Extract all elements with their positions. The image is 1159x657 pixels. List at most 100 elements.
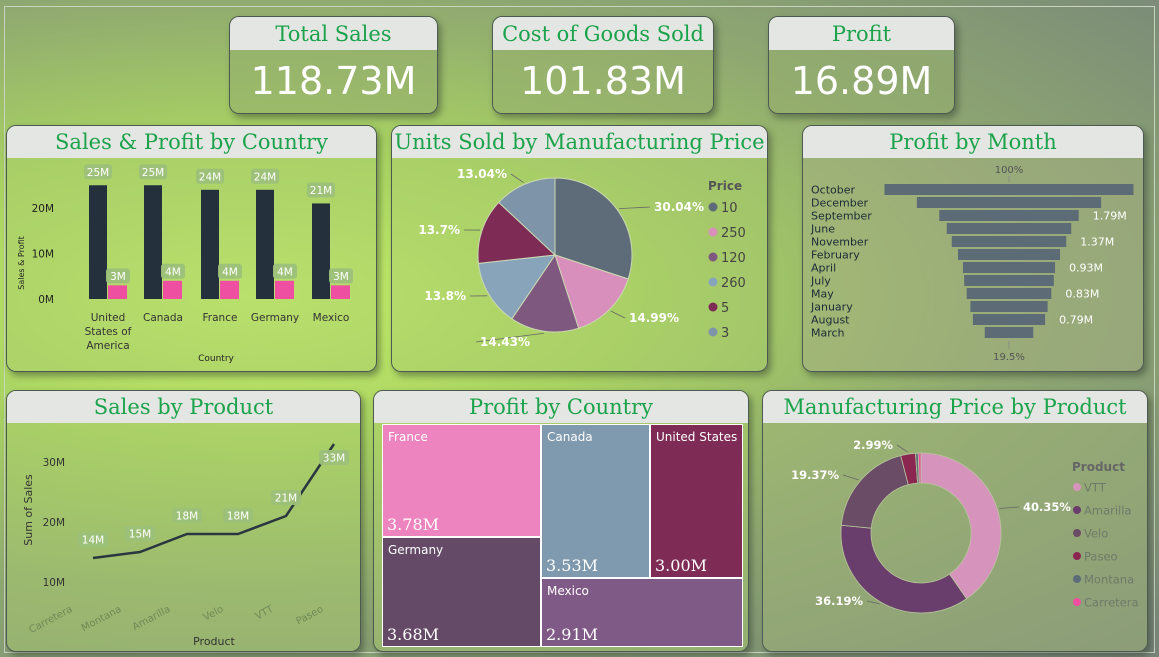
profit-by-country-card[interactable]: Profit by Country France 3.78M Germany 3.68…: [373, 390, 749, 652]
funnel-bar: [916, 197, 1102, 208]
y-tick-label: 0M: [38, 294, 54, 306]
profit-bar-label-bg: [273, 263, 297, 279]
legend-item-vtt: VTT: [1084, 481, 1107, 495]
data-label: 18M: [227, 511, 249, 523]
profit-bar: [331, 285, 350, 299]
units-by-price-chart: 30.04% 14.99% 14.43% 13.8% 13.7% 13.04% Price 1…: [418, 167, 746, 349]
donut-slice-label: 36.19%: [815, 594, 863, 608]
treemap-cell-canada[interactable]: Canada 3.53M: [541, 424, 650, 578]
funnel-value-label: 1.79M: [1093, 210, 1127, 223]
sales-bar: [201, 189, 219, 299]
legend-marker: [708, 277, 718, 287]
x-tick-label: Mexico: [313, 312, 350, 324]
legend-marker: [1073, 529, 1081, 537]
profit-bar-label: 3M: [333, 271, 349, 283]
kpi-total-sales[interactable]: Total Sales 118.73M: [229, 16, 438, 114]
pie-slice-label: 30.04%: [654, 200, 704, 214]
units-by-price-card[interactable]: Units Sold by Manufacturing Price 30.04%…: [391, 125, 768, 372]
sales-bar-label-bg: [139, 164, 167, 180]
legend-marker: [1073, 575, 1081, 583]
kpi-cogs[interactable]: Cost of Goods Sold 101.83M: [492, 16, 714, 114]
legend-marker: [708, 327, 718, 337]
funnel-bar: [970, 301, 1048, 312]
kpi-profit[interactable]: Profit 16.89M: [768, 16, 955, 114]
profit-bar-label: 4M: [222, 266, 238, 278]
donut-slice-label: 40.35%: [1023, 500, 1071, 514]
funnel-category-label: January: [810, 301, 853, 314]
y-tick-label: 20M: [43, 517, 65, 529]
funnel-category-label: March: [811, 327, 845, 340]
funnel-category-label: October: [811, 184, 855, 197]
x-tick-label: Paseo: [294, 604, 325, 627]
sales-by-product-card[interactable]: Sales by Product 10M 20M 30M Sum of Sales Pr…: [6, 390, 361, 652]
x-tick-label: France: [203, 312, 238, 324]
sales-bar-label: 25M: [142, 167, 164, 179]
treemap-cell-name: Canada: [547, 430, 593, 444]
sales-profit-country-card[interactable]: Sales & Profit by Country 0M 10M 20M Sales …: [6, 125, 377, 372]
treemap-cell-value: 3.78M: [387, 515, 440, 534]
treemap-cell-name: Mexico: [547, 584, 589, 598]
pie-leader-line: [475, 332, 544, 343]
profit-bar: [163, 280, 182, 299]
sales-bar-label: 24M: [254, 171, 276, 183]
pie-slice-label: 13.04%: [457, 167, 507, 181]
sales-bar-label-bg: [84, 164, 112, 180]
funnel-value-label: 0.83M: [1065, 288, 1099, 301]
dashboard-frame: [4, 6, 1155, 653]
y-axis-title: Sum of Sales: [22, 474, 35, 546]
legend-item-10: 10: [721, 201, 738, 216]
sales-bar-label-bg: [307, 182, 335, 198]
sales-bar-label: 21M: [310, 185, 332, 197]
x-tick-label: Carretera: [27, 604, 74, 636]
donut-slice-vtt: [920, 452, 1002, 600]
funnel-category-label: June: [810, 223, 835, 236]
profit-by-country-title: Profit by Country: [374, 391, 748, 423]
y-tick-label: 10M: [43, 577, 65, 589]
price-by-product-chart: 40.35% 36.19% 19.37% 2.99% Product VTT Amarill…: [791, 438, 1139, 614]
funnel-category-label: February: [811, 249, 860, 262]
donut-leader-line: [999, 506, 1020, 509]
x-axis-title: Product: [193, 635, 235, 648]
treemap-cell-united-states-[interactable]: United States ... 3.00M: [650, 424, 743, 578]
legend-item-260: 260: [721, 276, 746, 291]
data-label-bg: [172, 508, 202, 523]
donut-leader-line: [896, 444, 908, 453]
treemap-cell-france[interactable]: France 3.78M: [382, 424, 541, 537]
kpi-profit-value: 16.89M: [790, 59, 933, 103]
data-label: 33M: [323, 453, 345, 465]
treemap-cell-germany[interactable]: Germany 3.68M: [382, 537, 541, 647]
treemap-cell-name: France: [388, 430, 428, 444]
funnel-category-label: April: [811, 262, 836, 275]
donut-slice-label: 19.37%: [791, 468, 839, 482]
treemap-cell-name: United States ...: [656, 430, 741, 444]
treemap-cell-mexico[interactable]: Mexico 2.91M: [541, 578, 743, 647]
profit-by-month-card[interactable]: Profit by Month 100% October December Septe…: [802, 125, 1144, 372]
pie-slice-5: [477, 201, 557, 264]
kpi-cogs-label: Cost of Goods Sold: [493, 17, 713, 50]
donut-slice-carretera: [917, 452, 922, 484]
legend-marker: [708, 302, 718, 312]
data-label-bg: [319, 450, 349, 465]
pie-slice-3: [498, 177, 556, 257]
x-tick-label: VTT: [254, 604, 277, 623]
legend-item-montana: Montana: [1084, 573, 1134, 587]
price-by-product-card[interactable]: Manufacturing Price by Product 40.35% 36.…: [762, 390, 1148, 652]
legend-marker: [708, 202, 718, 212]
funnel-value-label: 0.79M: [1059, 314, 1093, 327]
data-label-bg: [125, 526, 155, 541]
pie-slice-label: 14.99%: [629, 311, 679, 325]
treemap-cell-name: Germany: [388, 543, 444, 557]
profit-bar-label-bg: [329, 268, 353, 284]
funnel-category-label: December: [811, 197, 869, 210]
legend-item-120: 120: [721, 251, 746, 266]
donut-leader-line: [842, 474, 859, 481]
pie-slice-250: [554, 254, 629, 329]
sales-by-product-title: Sales by Product: [7, 391, 360, 423]
data-label: 14M: [82, 535, 104, 547]
sales-bar-label-bg: [251, 168, 279, 184]
profit-bar-label: 4M: [165, 266, 181, 278]
pie-slice-260: [477, 254, 557, 320]
legend-item-5: 5: [721, 301, 729, 316]
sales-bar-label-bg: [196, 168, 224, 184]
